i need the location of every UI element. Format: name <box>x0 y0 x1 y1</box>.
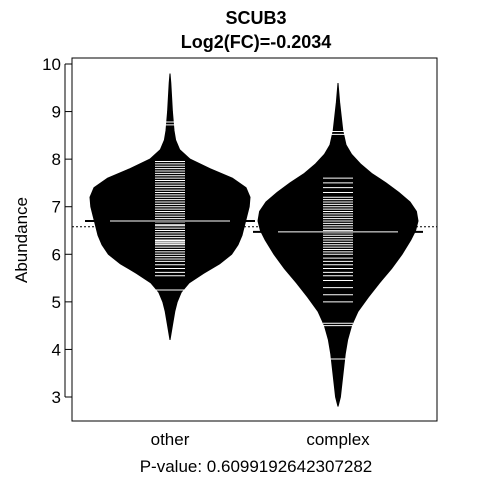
y-tick-label: 6 <box>52 245 61 264</box>
chart-subtitle: Log2(FC)=-0.2034 <box>181 32 332 52</box>
y-tick-label: 5 <box>52 293 61 312</box>
y-tick-label: 7 <box>52 198 61 217</box>
bean-group-layer <box>72 73 437 407</box>
y-tick-label: 10 <box>42 55 61 74</box>
x-axis: other complex <box>151 430 371 449</box>
y-tick-label: 4 <box>52 340 61 359</box>
y-tick-label: 3 <box>52 388 61 407</box>
y-tick-label: 8 <box>52 150 61 169</box>
y-axis-label: Abundance <box>12 197 31 283</box>
p-value-label: P-value: 0.6099192642307282 <box>140 457 373 476</box>
plot-frame <box>71 57 438 422</box>
chart-title: SCUB3 <box>225 8 286 28</box>
y-tick-label: 9 <box>52 103 61 122</box>
x-category-label: complex <box>306 430 370 449</box>
y-axis: 3 4 5 6 7 8 9 10 <box>42 55 72 407</box>
x-category-label: other <box>151 430 190 449</box>
